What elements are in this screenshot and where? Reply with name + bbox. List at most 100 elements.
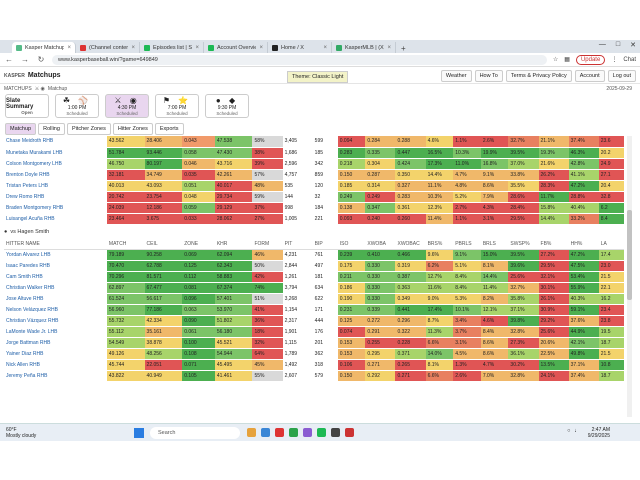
app-logo[interactable]: KASPER Matchups bbox=[4, 72, 61, 79]
hitter-name[interactable]: Jose Altuve RHB bbox=[4, 293, 107, 305]
column-header[interactable]: FORM bbox=[252, 238, 283, 250]
table-row[interactable]: Nelson Velázquez RHB 56.960 77.186 0.063 53.… bbox=[4, 304, 624, 316]
hitter-name[interactable]: Christian Walker RHB bbox=[4, 282, 107, 294]
table-row[interactable]: Brenton Doyle RHB 32.181 34.749 0.035 42.261… bbox=[4, 169, 624, 181]
browser-tab[interactable]: Account Overview - Spotify× bbox=[204, 42, 268, 53]
table-row[interactable]: Braden Montgomery RHB 24.039 12.186 0.059 29… bbox=[4, 202, 624, 214]
hitter-name[interactable]: Cam Smith RHB bbox=[4, 271, 107, 283]
tab-pitcher-zones[interactable]: Pitcher Zones bbox=[66, 123, 111, 135]
hitter-name[interactable]: Brenton Doyle RHB bbox=[4, 169, 107, 181]
app-icon[interactable] bbox=[331, 428, 340, 437]
table-row[interactable]: Jeremy Peña RHB 43.822 40.949 0.105 41.461 55… bbox=[4, 370, 624, 382]
scrollbar-thumb[interactable] bbox=[627, 210, 632, 300]
header-link-account[interactable]: Account bbox=[574, 69, 605, 82]
table-row[interactable]: Cam Smith RHB 70.296 81.571 0.112 58.883 42% 1… bbox=[4, 271, 624, 283]
table-row[interactable]: Christian Vázquez RHB 55.732 42.334 0.090 51… bbox=[4, 315, 624, 327]
column-header[interactable]: PBRLS bbox=[453, 238, 481, 250]
header-link-weather[interactable]: Weather bbox=[440, 69, 472, 82]
hitter-name[interactable]: Drew Romo RHB bbox=[4, 191, 107, 203]
table-row[interactable]: Jose Altuve RHB 61.524 56.617 0.096 57.401 51… bbox=[4, 293, 624, 305]
extensions-icon[interactable]: ▦ bbox=[564, 57, 570, 63]
table-row[interactable]: Chase Meidroth RHB 43.562 28.406 0.043 47.53… bbox=[4, 136, 624, 148]
app-icon[interactable] bbox=[345, 428, 354, 437]
app-icon[interactable] bbox=[275, 428, 284, 437]
column-header[interactable]: FB% bbox=[538, 238, 569, 250]
star-icon[interactable]: ☆ bbox=[552, 57, 559, 63]
table-row[interactable]: Yainer Diaz RHB 49.126 48.256 0.108 54.944 64… bbox=[4, 348, 624, 360]
column-header[interactable]: HH% bbox=[568, 238, 599, 250]
column-header[interactable]: KHR bbox=[214, 238, 253, 250]
header-link-terms-privacy-policy[interactable]: Terms & Privacy Policy bbox=[505, 69, 572, 82]
hitter-name[interactable]: Munetaka Murakami LHB bbox=[4, 147, 107, 159]
column-header[interactable]: HITTER NAME bbox=[4, 238, 107, 250]
hitter-name[interactable]: Jeremy Peña RHB bbox=[4, 370, 107, 382]
close-window-icon[interactable]: ✕ bbox=[630, 42, 636, 49]
header-link-how-to[interactable]: How To bbox=[474, 69, 503, 82]
close-tab-icon[interactable]: × bbox=[195, 44, 199, 51]
game-card[interactable]: ⚑ ⭐ 7:00 PM Scheduled bbox=[155, 94, 199, 118]
close-tab-icon[interactable]: × bbox=[67, 44, 71, 51]
column-header[interactable]: XWOBA bbox=[365, 238, 396, 250]
table-row[interactable]: Christian Walker RHB 62.897 67.477 0.081 67.… bbox=[4, 282, 624, 294]
browser-tab[interactable]: KasperMLB | (X) 50 - Kasper Sports× bbox=[332, 42, 396, 53]
hitter-name[interactable]: Colson Montgomery LHB bbox=[4, 158, 107, 170]
maximize-icon[interactable]: □ bbox=[615, 41, 621, 48]
back-icon[interactable]: ← bbox=[5, 55, 13, 64]
spotify-icon[interactable] bbox=[317, 428, 326, 437]
game-card[interactable]: ⚔ ◉ 4:30 PM Scheduled bbox=[105, 94, 149, 118]
browser-tab[interactable]: Kasper Matchups × bbox=[12, 42, 76, 53]
table-row[interactable]: Drew Romo RHB 20.742 23.754 0.048 29.734 59% 1… bbox=[4, 191, 624, 203]
tab-rolling[interactable]: Rolling bbox=[38, 123, 65, 135]
table-row[interactable]: Tristan Peters LHB 40.013 43.093 0.051 40.01… bbox=[4, 180, 624, 192]
header-link-log-out[interactable]: Log out bbox=[607, 69, 636, 82]
volume-icon[interactable]: ♩ bbox=[574, 428, 581, 434]
table-row[interactable]: LaMonte Wade Jr. LHB 55.112 35.161 0.061 56.… bbox=[4, 326, 624, 338]
table-row[interactable]: Munetaka Murakami LHB 51.784 93.446 0.058 47… bbox=[4, 147, 624, 159]
minimize-icon[interactable]: — bbox=[598, 41, 606, 48]
close-tab-icon[interactable]: × bbox=[259, 44, 263, 51]
hitter-name[interactable]: Christian Vázquez RHB bbox=[4, 315, 107, 327]
new-tab-icon[interactable]: + bbox=[401, 44, 406, 53]
column-header[interactable]: ZONE bbox=[182, 238, 215, 250]
table-row[interactable]: Colson Montgomery LHB 46.750 80.197 0.046 43… bbox=[4, 158, 624, 170]
hitter-name[interactable]: Nelson Velázquez RHB bbox=[4, 304, 107, 316]
hitter-name[interactable]: LaMonte Wade Jr. LHB bbox=[4, 326, 107, 338]
hitter-name[interactable]: Yainer Diaz RHB bbox=[4, 348, 107, 360]
wifi-icon[interactable]: ○ bbox=[567, 428, 571, 434]
tab-matchup[interactable]: Matchup bbox=[5, 123, 37, 135]
close-tab-icon[interactable]: × bbox=[131, 44, 135, 51]
hitter-name[interactable]: Jorge Battman RHB bbox=[4, 337, 107, 349]
matchup-content[interactable]: Chase Meidroth RHB 43.562 28.406 0.043 47.53… bbox=[4, 136, 632, 417]
browser-tab[interactable]: (Channel content - YouTube Studio× bbox=[76, 42, 140, 53]
column-header[interactable]: CEIL bbox=[144, 238, 183, 250]
column-header[interactable]: PIT bbox=[282, 238, 313, 250]
close-tab-icon[interactable]: × bbox=[387, 44, 391, 51]
column-header[interactable]: ISO bbox=[337, 238, 366, 250]
game-card[interactable]: ☘ ⚾ 1:00 PM Scheduled bbox=[55, 94, 99, 118]
weather-widget[interactable]: 60°F Mostly cloudy bbox=[6, 426, 37, 439]
tab-hitter-zones[interactable]: Hitter Zones bbox=[112, 123, 153, 135]
hitter-name[interactable]: Chase Meidroth RHB bbox=[4, 136, 107, 148]
table-row[interactable]: Luisangel Acuña RHB 23.464 3.675 0.033 28.06… bbox=[4, 213, 624, 225]
browser-tab[interactable]: Home / X × bbox=[268, 42, 332, 53]
slate-summary-card[interactable]: Slate Summary Open bbox=[5, 94, 49, 118]
reload-icon[interactable]: ↻ bbox=[37, 55, 45, 64]
column-header[interactable]: XWOBAC bbox=[395, 238, 426, 250]
table-row[interactable]: Isaac Paredes RHB 70.470 62.788 0.125 62.343… bbox=[4, 260, 624, 272]
column-header[interactable]: BRS% bbox=[425, 238, 454, 250]
search-box[interactable]: Search bbox=[150, 427, 240, 439]
column-header[interactable]: MATCH bbox=[106, 238, 145, 250]
hitter-name[interactable]: Yordan Alvarez LHB bbox=[4, 249, 107, 261]
tab-exports[interactable]: Exports bbox=[154, 123, 184, 135]
file-explorer-icon[interactable] bbox=[247, 428, 256, 437]
hitter-name[interactable]: Nick Allen RHB bbox=[4, 359, 107, 371]
hitter-name[interactable]: Isaac Paredes RHB bbox=[4, 260, 107, 272]
browser-tab[interactable]: Episodes list | Spotify for Creators× bbox=[140, 42, 204, 53]
column-header[interactable]: BRLS bbox=[480, 238, 509, 250]
theme-toggle[interactable]: Theme: Classic Light bbox=[287, 71, 349, 83]
column-header[interactable]: BIP bbox=[312, 238, 338, 250]
url-field[interactable]: www.kasperbaseball.win/?game=649849 bbox=[52, 54, 547, 65]
game-card[interactable]: ● ◆ 9:30 PM Scheduled bbox=[205, 94, 249, 118]
hitter-name[interactable]: Luisangel Acuña RHB bbox=[4, 213, 107, 225]
update-button[interactable]: Update bbox=[575, 54, 606, 65]
